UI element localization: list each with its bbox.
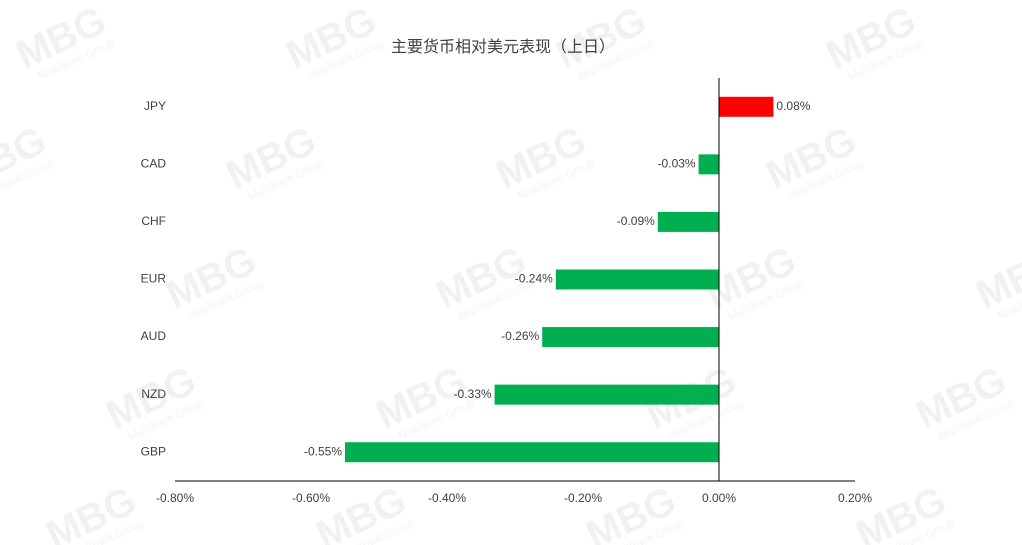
y-tick-label: GBP bbox=[141, 444, 166, 458]
y-tick-label: NZD bbox=[141, 387, 166, 401]
bar bbox=[494, 384, 719, 405]
value-label: -0.55% bbox=[304, 444, 342, 458]
y-tick-label: EUR bbox=[141, 272, 167, 286]
bar bbox=[542, 327, 719, 348]
x-tick-label: -0.20% bbox=[564, 491, 602, 505]
bar bbox=[698, 154, 719, 175]
x-tick-label: -0.80% bbox=[156, 491, 194, 505]
value-label: -0.09% bbox=[617, 214, 655, 228]
value-label: -0.24% bbox=[515, 272, 553, 286]
y-tick-label: CHF bbox=[141, 214, 166, 228]
x-tick-label: -0.40% bbox=[428, 491, 466, 505]
y-tick-label: AUD bbox=[141, 329, 167, 343]
y-tick-label: JPY bbox=[144, 99, 166, 113]
x-tick-label: 0.00% bbox=[702, 491, 736, 505]
bar bbox=[657, 211, 719, 232]
value-label: -0.03% bbox=[658, 157, 696, 171]
value-label: -0.26% bbox=[501, 329, 539, 343]
x-tick-label: 0.20% bbox=[838, 491, 872, 505]
value-label: 0.08% bbox=[776, 99, 810, 113]
bar bbox=[345, 442, 719, 463]
y-tick-label: CAD bbox=[141, 157, 167, 171]
bar bbox=[719, 96, 774, 117]
bar bbox=[555, 269, 719, 290]
value-label: -0.33% bbox=[454, 387, 492, 401]
x-tick-label: -0.60% bbox=[292, 491, 330, 505]
chart-title: 主要货币相对美元表现（上日） bbox=[391, 38, 615, 56]
